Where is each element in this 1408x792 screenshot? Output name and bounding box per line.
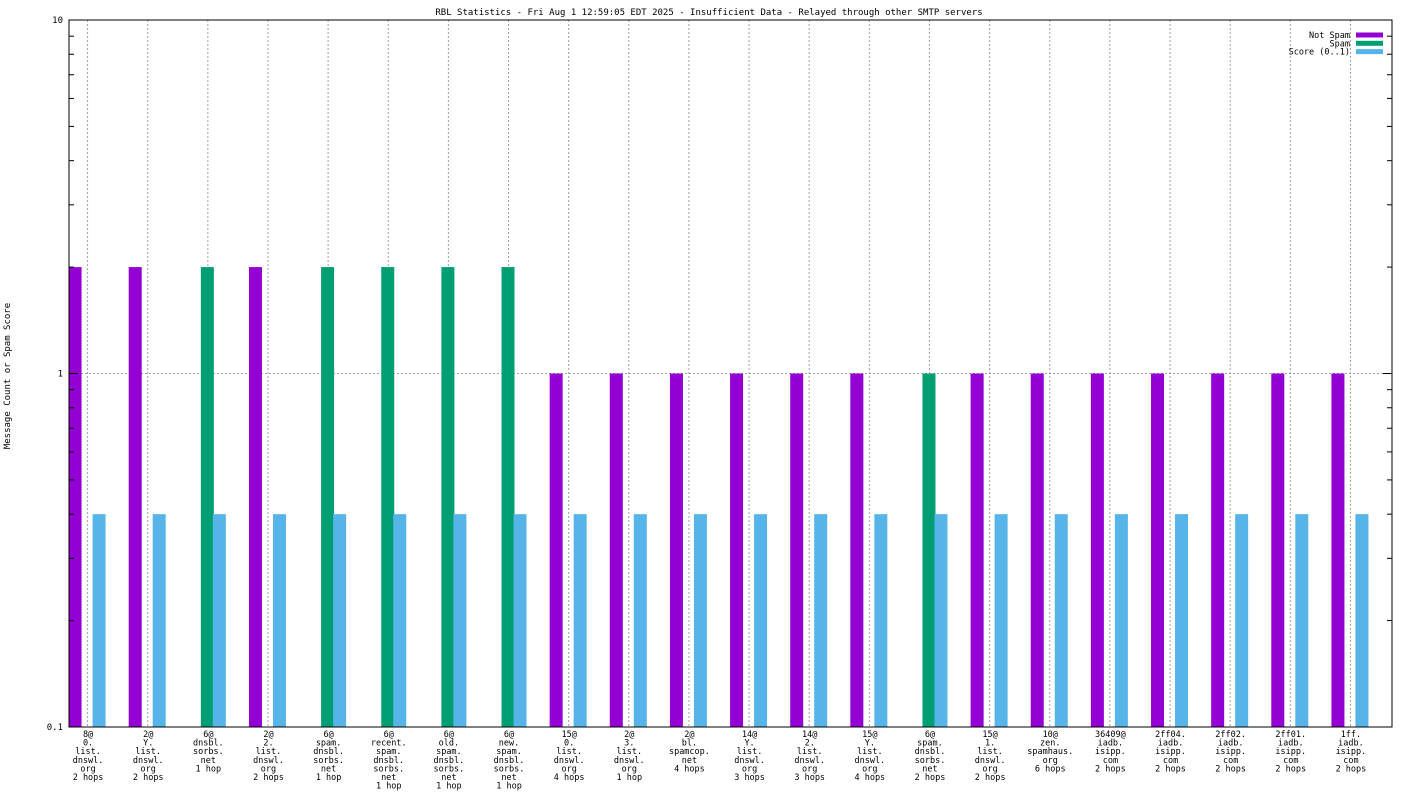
x-tick-label: 6@ dnsbl. sorbs. net 1 hop	[193, 730, 224, 774]
bar-not-spam	[669, 373, 683, 727]
bar-score-0-1	[152, 514, 166, 727]
x-tick-label: 6@ recent. spam. dnsbl. sorbs. net 1 hop	[371, 730, 407, 792]
x-tick-label: 15@ 0. list. dnswl. org 4 hops	[554, 730, 585, 783]
bar-spam	[501, 267, 515, 727]
bar-not-spam	[1271, 373, 1285, 727]
bar-score-0-1	[513, 514, 527, 727]
bar-not-spam	[730, 373, 744, 727]
bar-not-spam	[1151, 373, 1165, 727]
x-tick-label: 6@ spam. dnsbl. sorbs. net 1 hop	[313, 730, 344, 783]
legend-label: Spam	[1330, 39, 1350, 49]
bar-score-0-1	[573, 514, 587, 727]
bar-score-0-1	[1054, 514, 1068, 727]
bar-not-spam	[248, 267, 262, 727]
legend-label: Score (0..1)	[1289, 48, 1350, 58]
bar-score-0-1	[1355, 514, 1369, 727]
bar-not-spam	[1030, 373, 1044, 727]
bar-not-spam	[1090, 373, 1104, 727]
x-tick-label: 8@ 0. list. dnswl. org 2 hops	[73, 730, 104, 783]
bar-score-0-1	[633, 514, 647, 727]
x-tick-label: 2ff01. iadb. isipp. com 2 hops	[1275, 730, 1306, 774]
bar-score-0-1	[693, 514, 707, 727]
category-labels: 8@ 0. list. dnswl. org 2 hops 2@ Y. list. dnswl. o…	[73, 730, 1367, 792]
x-tick-label: 14@ 2. list. dnswl. org 3 hops	[794, 730, 825, 783]
bars-layer	[68, 267, 1369, 727]
bar-score-0-1	[934, 514, 948, 727]
x-tick-label: 2ff02. iadb. isipp. com 2 hops	[1215, 730, 1246, 774]
bar-score-0-1	[212, 514, 226, 727]
x-tick-label: 14@ Y. list. dnswl. org 3 hops	[734, 730, 765, 783]
bar-score-0-1	[994, 514, 1008, 727]
x-tick-label: 2@ 2. list. dnswl. org 2 hops	[253, 730, 284, 783]
bar-score-0-1	[754, 514, 768, 727]
chart-title: RBL Statistics - Fri Aug 1 12:59:05 EDT …	[435, 8, 982, 18]
bar-not-spam	[1331, 373, 1345, 727]
bar-score-0-1	[92, 514, 106, 727]
bar-not-spam	[609, 373, 623, 727]
x-tick-label: 36409@ iadb. isipp. com 2 hops	[1095, 730, 1126, 774]
bar-spam	[922, 373, 936, 727]
bar-not-spam	[790, 373, 804, 727]
y-tick-label: 0.1	[47, 723, 63, 733]
bar-not-spam	[128, 267, 142, 727]
bar-score-0-1	[814, 514, 828, 727]
x-tick-label: 15@ Y. list. dnswl. org 4 hops	[854, 730, 885, 783]
bar-score-0-1	[874, 514, 888, 727]
x-tick-label: 6@ spam. dnsbl. sorbs. net 2 hops	[915, 730, 946, 783]
bar-not-spam	[970, 373, 984, 727]
x-tick-label: 6@ old. spam. dnsbl. sorbs. net 1 hop	[434, 730, 465, 792]
x-tick-label: 2ff04. iadb. isipp. com 2 hops	[1155, 730, 1186, 774]
bar-not-spam	[549, 373, 563, 727]
legend-swatch	[1356, 40, 1383, 46]
bar-spam	[321, 267, 335, 727]
y-tick-label: 10	[52, 16, 63, 26]
y-tick-label: 1	[58, 370, 63, 380]
bar-spam	[381, 267, 395, 727]
bar-not-spam	[68, 267, 82, 727]
bar-spam	[441, 267, 455, 727]
x-tick-label: 1ff. iadb. isipp. com 2 hops	[1336, 730, 1367, 774]
x-tick-label: 10@ zen. spamhaus. org 6 hops	[1027, 730, 1073, 774]
bar-not-spam	[1211, 373, 1225, 727]
axis-layer: 0.1 1 10	[47, 16, 1392, 733]
bar-score-0-1	[1235, 514, 1249, 727]
x-tick-label: 2@ Y. list. dnswl. org 2 hops	[133, 730, 164, 783]
legend-swatch	[1356, 32, 1383, 38]
bar-spam	[200, 267, 214, 727]
y-axis-label: Message Count or Spam Score	[3, 303, 13, 449]
bar-score-0-1	[1175, 514, 1189, 727]
bar-score-0-1	[453, 514, 467, 727]
bar-score-0-1	[272, 514, 286, 727]
x-tick-label: 2@ bl. spamcop. net 4 hops	[669, 730, 710, 774]
x-tick-label: 6@ new. spam. dnsbl. sorbs. net 1 hop	[494, 730, 525, 792]
bar-not-spam	[850, 373, 864, 727]
bar-score-0-1	[393, 514, 407, 727]
x-tick-label: 15@ 1. list. dnswl. org 2 hops	[975, 730, 1006, 783]
bar-score-0-1	[1295, 514, 1309, 727]
legend-swatch	[1356, 49, 1383, 55]
x-tick-label: 2@ 3. list. dnswl. org 1 hop	[614, 730, 645, 783]
legend-label: Not Spam	[1309, 31, 1350, 41]
bar-score-0-1	[1114, 514, 1128, 727]
bar-score-0-1	[333, 514, 347, 727]
